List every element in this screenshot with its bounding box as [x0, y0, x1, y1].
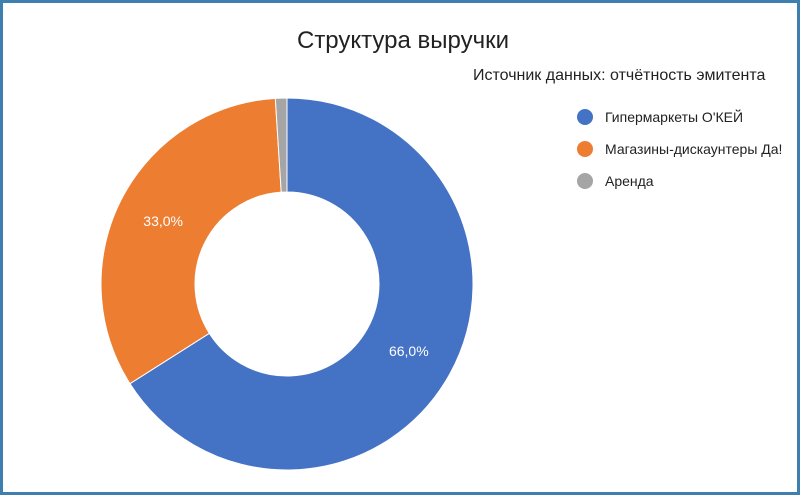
legend-swatch-discounters — [577, 141, 593, 157]
donut-slice-discounters[interactable] — [100, 97, 282, 385]
legend-label-rent: Аренда — [605, 173, 654, 189]
chart-subtitle: Источник данных: отчётность эмитента — [473, 67, 766, 84]
legend-item-rent[interactable]: Аренда — [577, 165, 782, 197]
legend-label-hypermarkets: Гипермаркеты О'КЕЙ — [605, 109, 744, 125]
legend-swatch-rent — [577, 173, 593, 189]
data-label-hypermarkets: 66,0% — [389, 343, 429, 359]
legend-item-hypermarkets[interactable]: Гипермаркеты О'КЕЙ — [577, 101, 782, 133]
data-label-discounters: 33,0% — [143, 213, 183, 229]
legend-swatch-hypermarkets — [577, 109, 593, 125]
chart-title: Структура выручки — [296, 27, 509, 54]
donut-slice-rent[interactable] — [274, 97, 288, 193]
legend-item-discounters[interactable]: Магазины-дискаунтеры Да! — [577, 133, 782, 165]
legend: Гипермаркеты О'КЕЙ Магазины-дискаунтеры … — [577, 101, 782, 197]
donut-chart: 66,0% 33,0% — [100, 97, 474, 471]
donut-slice-hypermarkets[interactable] — [129, 97, 474, 471]
legend-label-discounters: Магазины-дискаунтеры Да! — [605, 141, 783, 157]
